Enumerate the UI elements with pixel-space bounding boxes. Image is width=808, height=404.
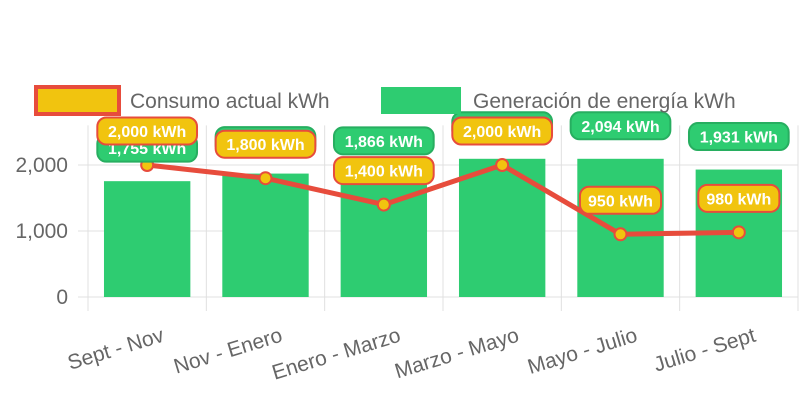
line-data-label-text: 2,000 kWh <box>463 124 541 141</box>
x-tick-label: Enero - Marzo <box>269 324 403 385</box>
line-data-label: 950 kWh <box>578 185 663 215</box>
bar <box>458 158 546 297</box>
line-point <box>731 225 746 240</box>
line-data-label-text: 1,800 kWh <box>226 137 304 154</box>
x-tick-label: Marzo - Mayo <box>392 324 521 384</box>
consumption-line <box>146 162 739 237</box>
line-data-label: 1,400 kWh <box>332 156 435 186</box>
line-data-label-text: 1,400 kWh <box>345 164 423 181</box>
x-tick-label: Sept - Nov <box>65 324 167 375</box>
x-tick-label: Nov - Enero <box>171 324 285 379</box>
x-tick-label: Mayo - Julio <box>525 324 640 379</box>
line-data-label-box <box>332 156 435 186</box>
line-data-label-box <box>96 116 199 146</box>
bar <box>103 181 191 297</box>
y-tick-label: 2,000 <box>15 154 68 177</box>
bar-data-label-text: 1,866 kWh <box>345 134 423 151</box>
bar-data-label: 1,866 kWh <box>332 126 435 156</box>
line-data-label-text: 980 kWh <box>706 191 771 208</box>
x-tick-label: Julio - Sept <box>651 324 758 377</box>
bar-data-label: 1,931 kWh <box>687 122 790 152</box>
bar-data-label-box <box>332 126 435 156</box>
legend: Consumo actual kWh Generación de energía … <box>34 85 736 116</box>
line-point <box>258 171 273 186</box>
line-data-label: 2,000 kWh <box>451 116 554 146</box>
legend-swatch-generation <box>381 87 461 114</box>
line-series <box>140 158 746 242</box>
y-tick-label: 0 <box>56 286 68 309</box>
legend-label-generation: Generación de energía kWh <box>473 90 736 113</box>
line-point <box>376 197 391 212</box>
line-data-label-text: 950 kWh <box>588 193 653 210</box>
bar-data-label-text: 1,931 kWh <box>700 130 778 147</box>
legend-label-consumption: Consumo actual kWh <box>130 90 330 113</box>
line-point <box>495 158 510 172</box>
line-data-label-text: 2,000 kWh <box>108 124 186 141</box>
line-data-label-box <box>214 129 317 159</box>
line-data-label: 980 kWh <box>697 183 781 213</box>
bar-data-label-box <box>687 122 790 152</box>
bar <box>222 173 309 297</box>
legend-swatch-consumption <box>34 85 121 116</box>
bar-data-label-text: 2,094 kWh <box>581 119 659 136</box>
line-point <box>613 227 628 242</box>
line-data-label-box <box>697 183 781 213</box>
line-data-label-box <box>578 185 663 215</box>
bar-data-label-box <box>569 111 672 141</box>
line-data-label: 2,000 kWh <box>96 116 199 146</box>
line-data-label-box <box>451 116 554 146</box>
bar-data-label: 2,094 kWh <box>569 111 672 141</box>
y-tick-label: 1,000 <box>15 220 68 243</box>
line-data-label: 1,800 kWh <box>214 129 317 159</box>
